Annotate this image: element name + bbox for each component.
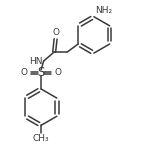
Text: CH₃: CH₃ — [33, 134, 49, 143]
Text: O: O — [21, 68, 28, 77]
Text: S: S — [37, 67, 45, 79]
Text: O: O — [54, 68, 61, 77]
Text: HN: HN — [29, 57, 42, 66]
Text: NH₂: NH₂ — [95, 6, 112, 15]
Text: O: O — [52, 28, 59, 37]
